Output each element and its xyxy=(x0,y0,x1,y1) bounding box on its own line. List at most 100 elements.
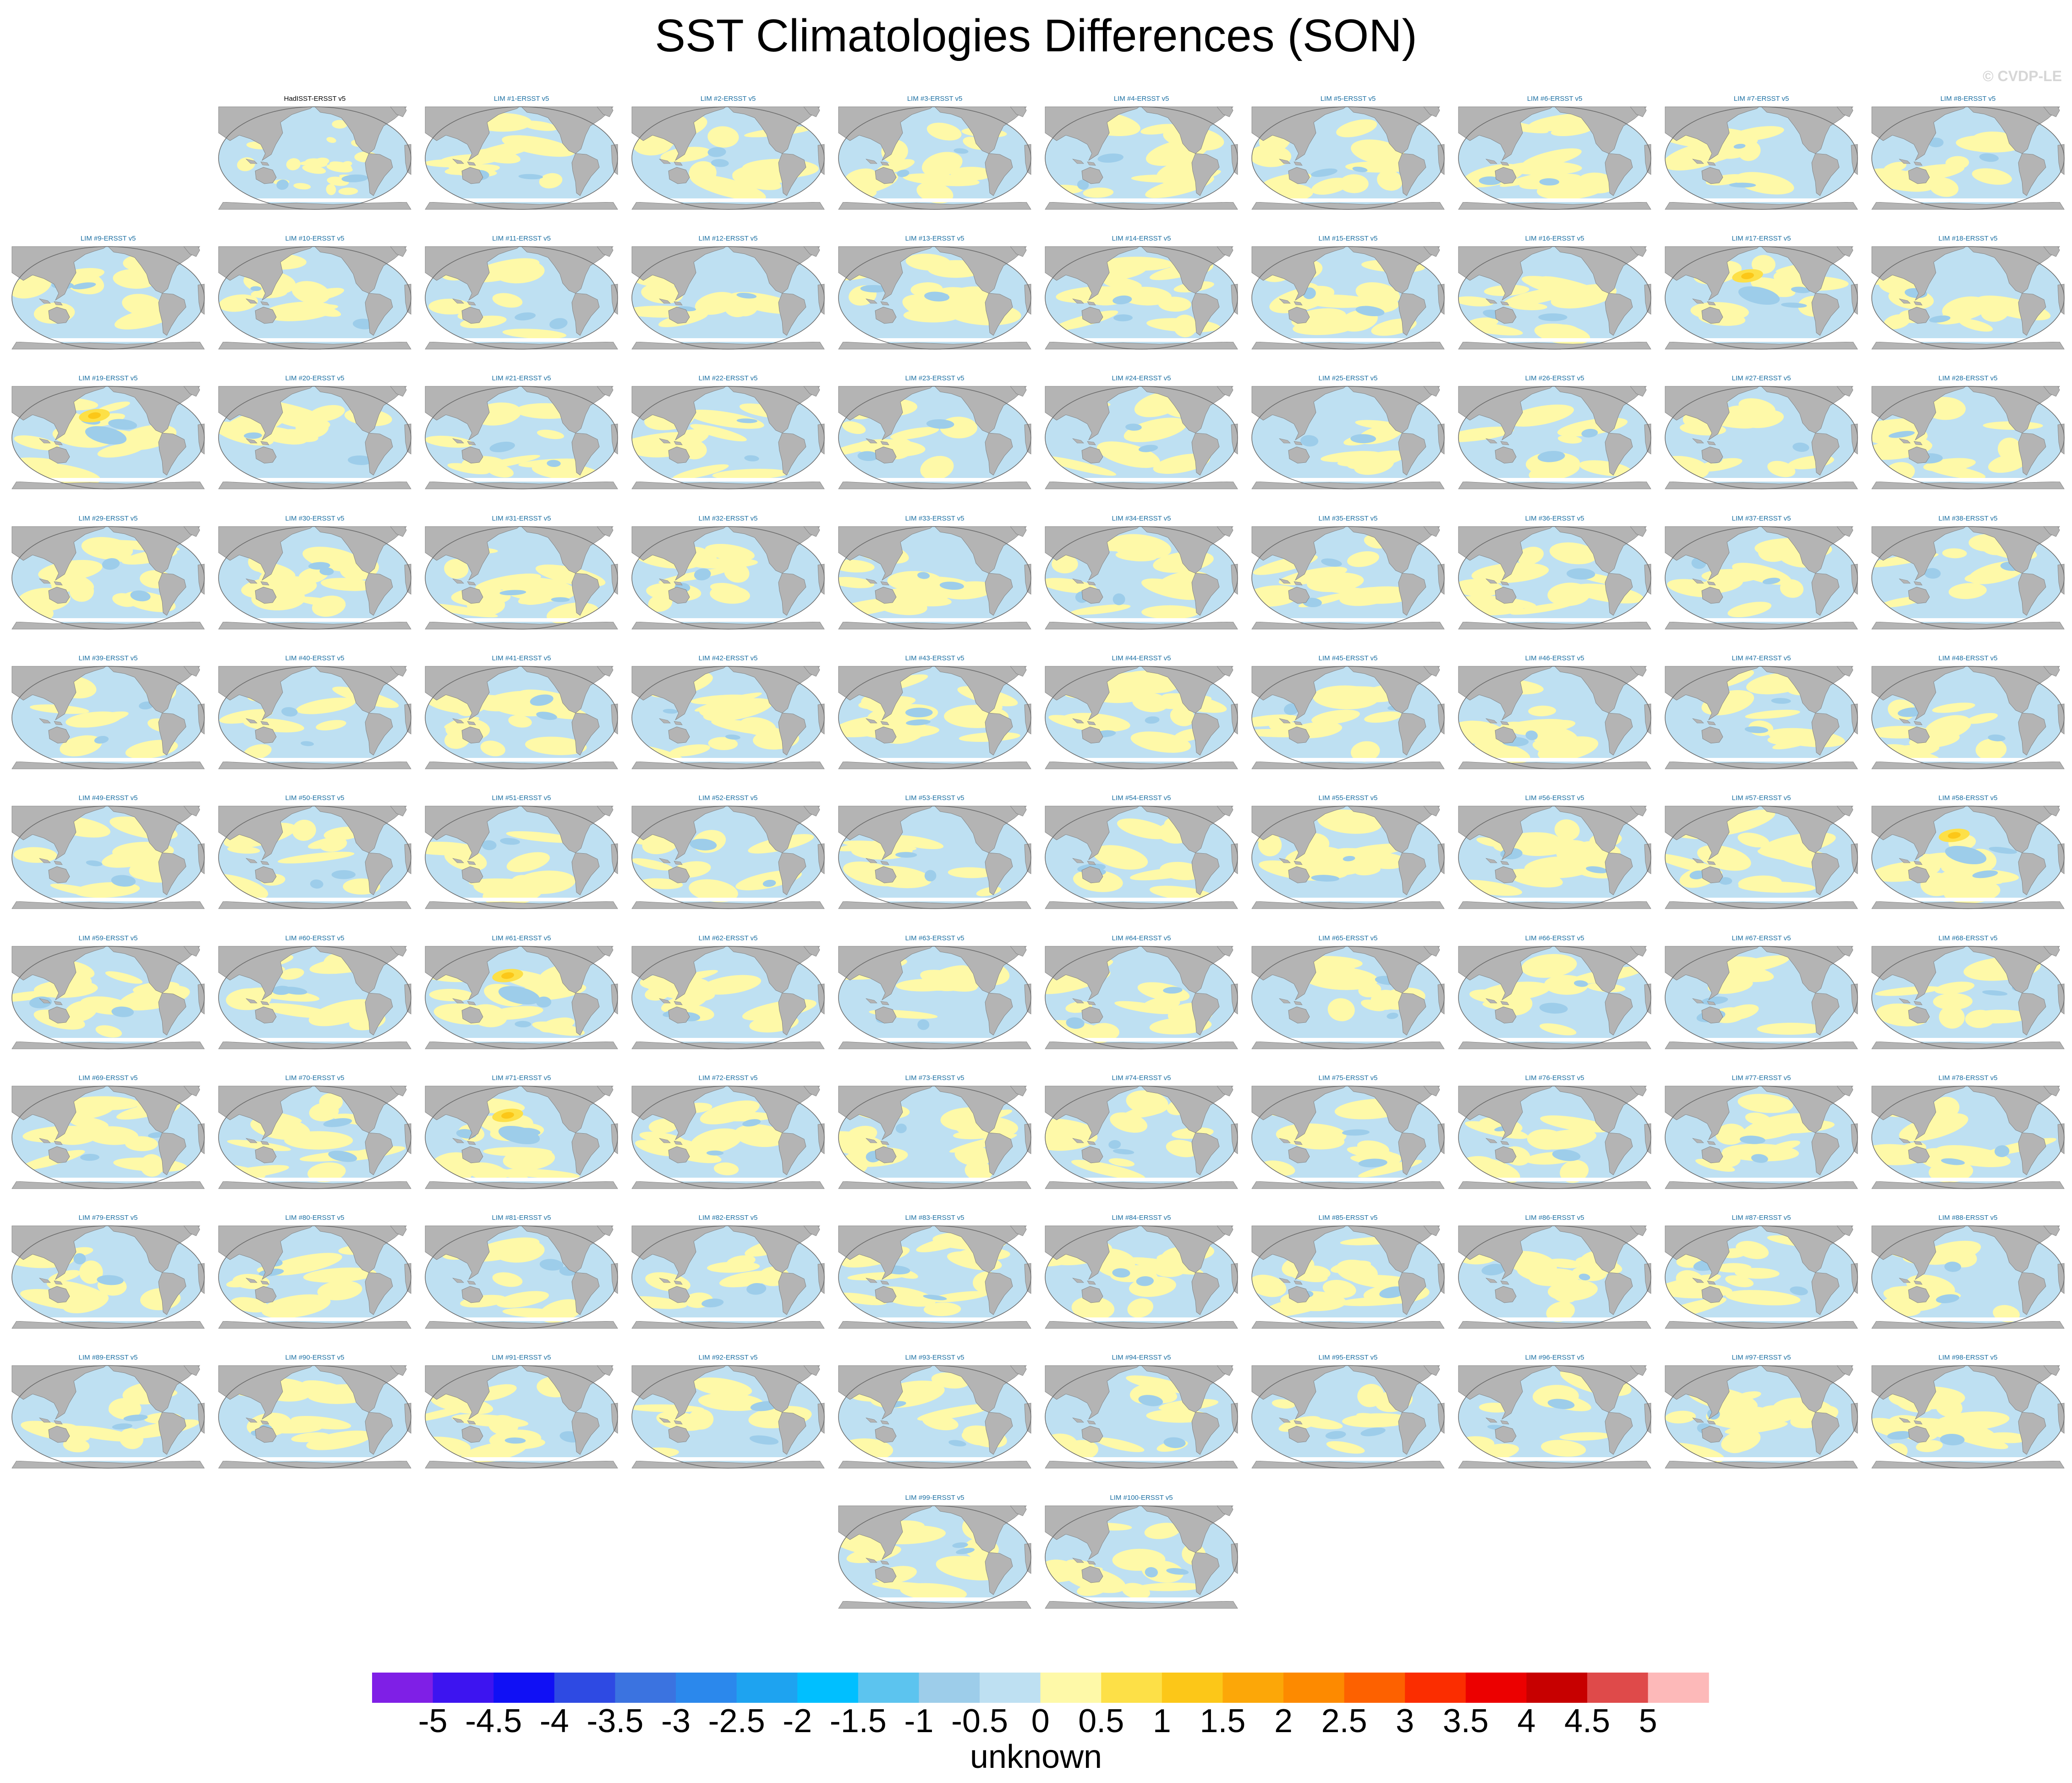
panel-title: LIM #97-ERSST v5 xyxy=(1732,1354,1791,1361)
continents xyxy=(218,1365,411,1469)
map-panel: LIM #60-ERSST v5 xyxy=(218,934,411,1049)
map-panel: LIM #94-ERSST v5 xyxy=(1045,1354,1238,1469)
panel-title: LIM #24-ERSST v5 xyxy=(1112,374,1171,382)
map-panel: LIM #55-ERSST v5 xyxy=(1251,794,1445,909)
colorbar-box xyxy=(1465,1673,1527,1703)
continents xyxy=(1251,246,1445,350)
map-panel: LIM #3-ERSST v5 xyxy=(838,95,1031,210)
panel-title: LIM #17-ERSST v5 xyxy=(1732,235,1791,242)
continents xyxy=(1665,1365,1858,1469)
panel-title: LIM #60-ERSST v5 xyxy=(285,934,345,942)
panel-title: LIM #90-ERSST v5 xyxy=(285,1354,345,1361)
continents xyxy=(1458,1225,1651,1329)
map-panel: LIM #87-ERSST v5 xyxy=(1665,1214,1858,1329)
colorbar-box xyxy=(493,1673,555,1703)
panel-title: LIM #7-ERSST v5 xyxy=(1734,95,1789,103)
continents xyxy=(11,1086,205,1189)
map-panel: LIM #15-ERSST v5 xyxy=(1251,235,1445,350)
map-panel: LIM #63-ERSST v5 xyxy=(838,934,1031,1049)
panel-title: LIM #13-ERSST v5 xyxy=(905,235,965,242)
colorbar: -5 -4.5 -4 -3.5 -3 -2.5 -2 -1.5 -1 -0.5 0 0.5 1 1.5 2 2… xyxy=(372,1673,1709,1737)
map-panel: LIM #86-ERSST v5 xyxy=(1458,1214,1651,1329)
continents xyxy=(1665,946,1858,1049)
map-panel: LIM #88-ERSST v5 xyxy=(1871,1214,2065,1329)
continents xyxy=(1045,1505,1238,1609)
continents xyxy=(425,666,618,769)
map-panel: LIM #98-ERSST v5 xyxy=(1871,1354,2065,1469)
colorbar-box xyxy=(1405,1673,1466,1703)
continents xyxy=(1045,106,1238,210)
colorbar-tick-label: 1.5 xyxy=(1200,1703,1245,1737)
panel-title: LIM #58-ERSST v5 xyxy=(1939,794,1998,802)
continents xyxy=(1045,1225,1238,1329)
colorbar-box xyxy=(433,1673,494,1703)
panel-title: LIM #31-ERSST v5 xyxy=(492,515,551,522)
continents xyxy=(1871,386,2065,489)
panel-title: LIM #18-ERSST v5 xyxy=(1939,235,1998,242)
panel-title: LIM #47-ERSST v5 xyxy=(1732,654,1791,662)
panel-title: LIM #65-ERSST v5 xyxy=(1319,934,1378,942)
continents xyxy=(218,666,411,769)
panel-title: LIM #46-ERSST v5 xyxy=(1525,654,1584,662)
map-panel: LIM #84-ERSST v5 xyxy=(1045,1214,1238,1329)
map-panel: LIM #83-ERSST v5 xyxy=(838,1214,1031,1329)
colorbar-box xyxy=(919,1673,980,1703)
map-panel: LIM #4-ERSST v5 xyxy=(1045,95,1238,210)
continents xyxy=(1665,526,1858,630)
map-panel: LIM #64-ERSST v5 xyxy=(1045,934,1238,1049)
panel-title: LIM #3-ERSST v5 xyxy=(907,95,963,103)
continents xyxy=(1458,946,1651,1049)
continents xyxy=(1251,1086,1445,1189)
map-panel: LIM #76-ERSST v5 xyxy=(1458,1074,1651,1189)
colorbar-box xyxy=(1283,1673,1345,1703)
panel-title: LIM #1-ERSST v5 xyxy=(494,95,549,103)
panel-title: LIM #76-ERSST v5 xyxy=(1525,1074,1584,1082)
map-panel: LIM #97-ERSST v5 xyxy=(1665,1354,1858,1469)
continents xyxy=(425,1225,618,1329)
panel-title: LIM #78-ERSST v5 xyxy=(1939,1074,1998,1082)
map-panel: LIM #28-ERSST v5 xyxy=(1871,374,2065,489)
continents xyxy=(1871,1225,2065,1329)
map-panel: LIM #57-ERSST v5 xyxy=(1665,794,1858,909)
colorbar-tick-label: 0 xyxy=(1031,1703,1050,1737)
map-panel: LIM #6-ERSST v5 xyxy=(1458,95,1651,210)
colorbar-box xyxy=(615,1673,676,1703)
colorbar-tick-label: 2 xyxy=(1274,1703,1293,1737)
panel-title: LIM #2-ERSST v5 xyxy=(701,95,756,103)
panel-title: LIM #71-ERSST v5 xyxy=(492,1074,551,1082)
continents xyxy=(1458,526,1651,630)
panel-title: LIM #80-ERSST v5 xyxy=(285,1214,345,1222)
map-panel: LIM #17-ERSST v5 xyxy=(1665,235,1858,350)
map-panel: LIM #35-ERSST v5 xyxy=(1251,515,1445,630)
colorbar-tick-label: -3.5 xyxy=(587,1703,643,1737)
colorbar-tick-label: -3 xyxy=(661,1703,691,1737)
colorbar-tick-label: 5 xyxy=(1639,1703,1657,1737)
panel-title: LIM #52-ERSST v5 xyxy=(699,794,758,802)
continents xyxy=(425,526,618,630)
continents xyxy=(1458,666,1651,769)
map-panel: LIM #36-ERSST v5 xyxy=(1458,515,1651,630)
continents xyxy=(838,106,1031,210)
colorbar-tick-label: -2.5 xyxy=(708,1703,765,1737)
map-panel: LIM #71-ERSST v5 xyxy=(425,1074,618,1189)
continents xyxy=(631,106,825,210)
panel-title: LIM #56-ERSST v5 xyxy=(1525,794,1584,802)
continents xyxy=(218,386,411,489)
map-panel: LIM #91-ERSST v5 xyxy=(425,1354,618,1469)
panel-title: LIM #94-ERSST v5 xyxy=(1112,1354,1171,1361)
panel-title: LIM #34-ERSST v5 xyxy=(1112,515,1171,522)
map-panel: LIM #96-ERSST v5 xyxy=(1458,1354,1651,1469)
panel-title: LIM #43-ERSST v5 xyxy=(905,654,965,662)
continents xyxy=(631,806,825,909)
map-panel: LIM #22-ERSST v5 xyxy=(631,374,825,489)
map-panel: LIM #92-ERSST v5 xyxy=(631,1354,825,1469)
panel-title: LIM #44-ERSST v5 xyxy=(1112,654,1171,662)
map-panel: LIM #99-ERSST v5 xyxy=(838,1494,1031,1609)
continents xyxy=(631,946,825,1049)
panel-title: LIM #53-ERSST v5 xyxy=(905,794,965,802)
map-panel: LIM #49-ERSST v5 xyxy=(11,794,205,909)
continents xyxy=(1665,1225,1858,1329)
panel-title: LIM #96-ERSST v5 xyxy=(1525,1354,1584,1361)
colorbar-box xyxy=(1526,1673,1588,1703)
continents xyxy=(1045,666,1238,769)
